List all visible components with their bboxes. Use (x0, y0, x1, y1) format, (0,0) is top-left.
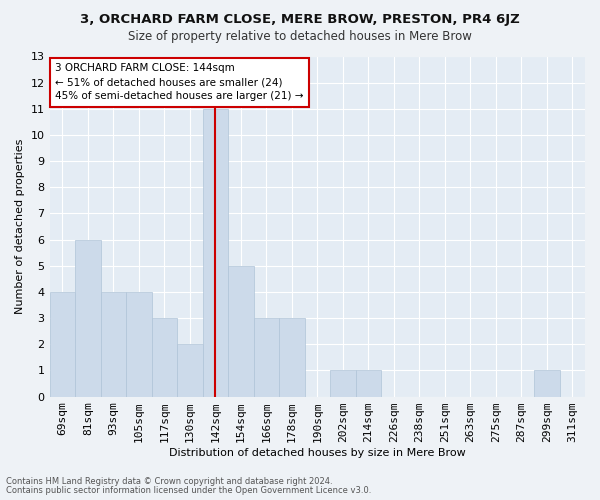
Text: Size of property relative to detached houses in Mere Brow: Size of property relative to detached ho… (128, 30, 472, 43)
Bar (177, 344, 203, 397)
Bar (152, 318, 177, 396)
Text: Contains HM Land Registry data © Crown copyright and database right 2024.: Contains HM Land Registry data © Crown c… (6, 477, 332, 486)
X-axis label: Distribution of detached houses by size in Mere Brow: Distribution of detached houses by size … (169, 448, 466, 458)
Bar (356, 370, 381, 396)
Text: 3 ORCHARD FARM CLOSE: 144sqm
← 51% of detached houses are smaller (24)
45% of se: 3 ORCHARD FARM CLOSE: 144sqm ← 51% of de… (55, 64, 304, 102)
Y-axis label: Number of detached properties: Number of detached properties (15, 139, 25, 314)
Bar (75, 240, 101, 396)
Bar (126, 292, 152, 397)
Bar (228, 266, 254, 396)
Bar (50, 292, 75, 397)
Bar (279, 318, 305, 396)
Bar (101, 292, 126, 397)
Bar (254, 318, 279, 396)
Bar (330, 370, 356, 396)
Text: Contains public sector information licensed under the Open Government Licence v3: Contains public sector information licen… (6, 486, 371, 495)
Bar (534, 370, 560, 396)
Text: 3, ORCHARD FARM CLOSE, MERE BROW, PRESTON, PR4 6JZ: 3, ORCHARD FARM CLOSE, MERE BROW, PRESTO… (80, 12, 520, 26)
Bar (203, 109, 228, 397)
